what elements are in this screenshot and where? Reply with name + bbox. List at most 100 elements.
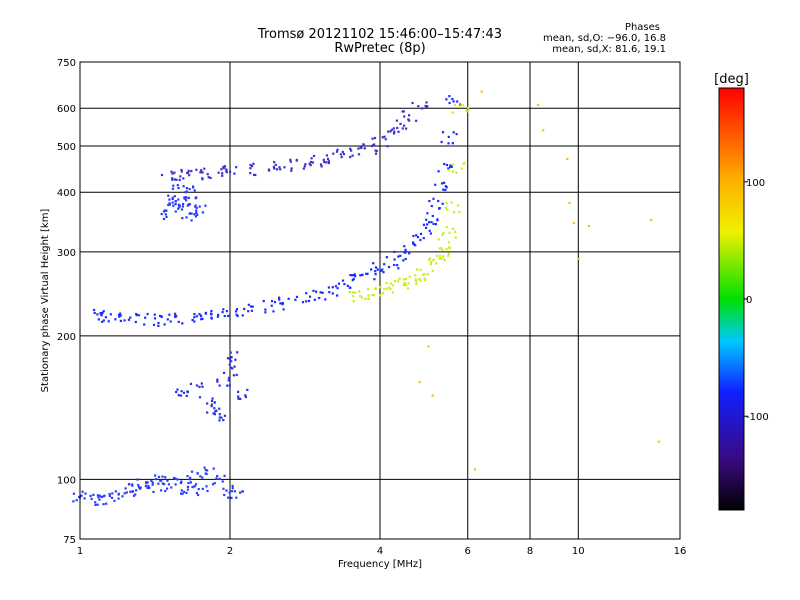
data-point (334, 285, 338, 288)
y-tick-label: 750 (57, 58, 76, 69)
data-point (244, 394, 247, 397)
data-point (193, 320, 196, 323)
data-point (327, 161, 330, 165)
data-point (437, 238, 440, 241)
data-point (89, 494, 92, 497)
data-point (182, 490, 186, 493)
data-point (201, 211, 204, 214)
data-point (305, 300, 308, 303)
data-point (220, 416, 223, 419)
data-point (382, 271, 385, 274)
data-point (218, 384, 221, 387)
data-point (190, 219, 193, 222)
data-point (439, 247, 443, 250)
data-point (201, 317, 204, 320)
data-point (129, 316, 132, 319)
data-point (327, 286, 330, 289)
data-point (191, 486, 194, 489)
data-point (415, 119, 418, 122)
data-point (193, 213, 196, 216)
data-point (78, 495, 81, 498)
data-point (180, 492, 183, 495)
data-point (398, 277, 401, 280)
data-point (450, 165, 453, 168)
data-point (459, 104, 462, 107)
data-point (154, 474, 157, 477)
data-point (342, 153, 345, 156)
data-point (136, 478, 139, 481)
data-point (153, 317, 157, 320)
data-point (177, 187, 180, 190)
data-point (194, 483, 198, 486)
data-point (92, 493, 95, 496)
data-point (243, 307, 246, 311)
data-point (230, 496, 233, 499)
data-point (444, 188, 447, 192)
data-point (198, 396, 202, 399)
data-point (181, 322, 184, 325)
data-point (301, 301, 305, 304)
data-point (448, 101, 451, 105)
data-point (198, 313, 201, 316)
data-point (305, 292, 308, 295)
data-point (381, 136, 384, 139)
data-point (179, 394, 183, 397)
data-point (352, 295, 355, 298)
data-point (223, 493, 226, 497)
data-point (114, 318, 117, 321)
data-point (401, 127, 404, 130)
data-point (428, 257, 432, 260)
data-point (195, 491, 198, 495)
data-point (180, 390, 183, 393)
data-point (445, 226, 448, 229)
data-point (201, 385, 204, 388)
data-point (415, 282, 418, 285)
data-point (172, 476, 176, 480)
data-point (367, 297, 370, 300)
data-point (418, 278, 421, 281)
data-point (97, 318, 100, 321)
data-point (183, 197, 186, 200)
data-point (447, 252, 450, 255)
data-point (353, 273, 356, 276)
phase-stats-o: mean, sd,O: −96.0, 16.8 (543, 33, 666, 44)
data-point (201, 487, 204, 490)
data-point (319, 291, 322, 294)
data-point (94, 503, 97, 506)
data-point (222, 371, 226, 374)
data-point (396, 264, 399, 267)
data-point (223, 474, 226, 477)
y-tick-label: 75 (63, 535, 76, 546)
data-point (404, 248, 407, 251)
data-point (412, 241, 415, 244)
data-point (587, 224, 590, 228)
y-tick-label: 600 (57, 104, 76, 115)
data-point (239, 491, 242, 494)
data-point (447, 167, 450, 170)
data-point (385, 256, 388, 259)
data-point (448, 231, 451, 234)
data-point (349, 286, 352, 289)
data-point (404, 284, 408, 287)
data-point (223, 166, 226, 169)
data-point (449, 164, 452, 167)
data-point (206, 469, 209, 472)
data-point (216, 315, 219, 318)
data-point (290, 167, 293, 170)
data-point (386, 145, 389, 148)
data-point (402, 278, 405, 281)
data-point (458, 211, 461, 214)
data-point (264, 311, 267, 314)
data-point (309, 295, 312, 298)
data-point (234, 310, 238, 313)
data-point (177, 320, 180, 323)
data-point (182, 185, 185, 188)
data-point (367, 288, 370, 291)
data-point (210, 309, 213, 313)
data-point (127, 483, 131, 486)
data-point (281, 302, 284, 305)
data-point (119, 314, 122, 317)
data-point (278, 296, 281, 299)
data-point (218, 407, 221, 410)
data-point (175, 178, 178, 181)
